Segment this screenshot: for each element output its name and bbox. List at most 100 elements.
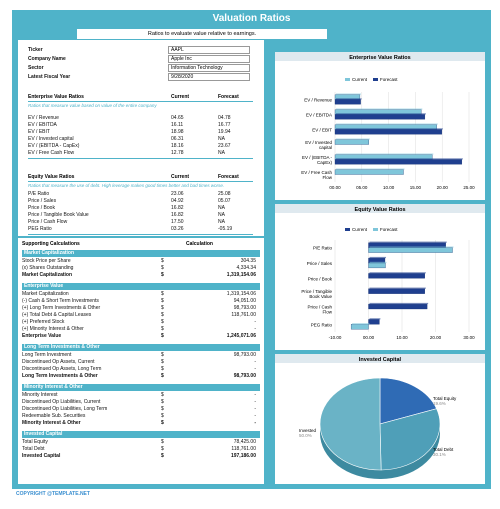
category-label: P/E Ratio	[313, 246, 333, 251]
calc-row-value: 118,761.00	[231, 312, 256, 318]
bar-top-face	[336, 153, 434, 155]
info-value-field[interactable]: AAPL	[168, 46, 250, 54]
calc-row-label: Minority Interest	[22, 392, 58, 398]
calc-currency: $	[161, 439, 164, 445]
calc-currency: $	[161, 326, 164, 332]
calc-row-label: Discontinued Op Liabilities, Long Term	[22, 406, 108, 412]
ratio-current: 17.50	[171, 219, 184, 225]
category-label: capital	[319, 145, 332, 150]
ratio-forecast: 25.08	[218, 191, 231, 197]
calc-row-value: -	[254, 399, 256, 405]
pie-percent: 30.1%	[433, 452, 446, 457]
eq-col-current: Current	[171, 174, 190, 180]
ratio-forecast: 19.94	[218, 129, 231, 135]
ratio-label: EV / EBITDA	[28, 122, 57, 128]
calc-row-value: 304.35	[240, 258, 256, 264]
pie-label: Total Debt	[433, 447, 454, 452]
category-label: EV / Revenue	[304, 98, 332, 103]
calc-col: Calculation	[186, 241, 213, 247]
ratio-forecast: NA	[218, 205, 225, 211]
calc-row-label: Discontinued Op Assets, Current	[22, 359, 95, 365]
calc-currency: $	[161, 298, 164, 304]
bar-top-face	[336, 138, 370, 140]
bar-current	[368, 319, 380, 325]
calc-row-label: (+) Total Debt & Capital Leases	[22, 312, 92, 318]
category-label: Flow	[322, 175, 332, 180]
category-label: EV / Invested	[305, 140, 332, 145]
calc-row-value: 118,761.00	[231, 446, 256, 452]
calc-section-header: Long Term Investments & Other	[22, 344, 260, 351]
calc-row-value: 98,793.00	[233, 373, 256, 379]
x-tick-label: 00.00	[329, 185, 341, 190]
category-label: Price / Book	[308, 276, 333, 281]
calc-currency: $	[161, 366, 164, 372]
info-value-field[interactable]: 9/28/2020	[168, 73, 250, 81]
legend-swatch	[345, 78, 350, 81]
eq-chart: Equity Value Ratios Current Forecast -10.00…	[275, 204, 485, 340]
ratio-label: Price / Cash Flow	[28, 219, 68, 225]
x-tick-label: 20.00	[437, 185, 449, 190]
eq-col-forecast: Forecast	[218, 174, 239, 180]
legend-label: Forecast	[380, 77, 398, 82]
calc-section-header: Market Capitalization	[22, 250, 260, 257]
category-label: CapEx)	[317, 160, 333, 165]
pie-slice	[319, 377, 382, 471]
legend-label: Forecast	[380, 227, 398, 232]
calc-row-value: 197,186.00	[230, 453, 256, 459]
category-label: EV / Free Cash	[301, 170, 332, 175]
bar-top-face	[336, 98, 362, 100]
calc-row-value: 4,334.34	[236, 265, 256, 271]
calc-row-value: -	[254, 359, 256, 365]
ratio-forecast: -05.19	[218, 226, 233, 232]
chart-title-bar	[275, 204, 485, 213]
ratio-label: P/E Ratio	[28, 191, 50, 197]
calc-currency: $	[161, 373, 164, 379]
ratio-forecast: 04.78	[218, 115, 231, 121]
eq-note: Ratios that measure the use of debt. Hig…	[28, 183, 225, 188]
bar-forecast	[334, 159, 463, 165]
ratio-label: EV / (EBITDA - CapEx)	[28, 143, 80, 149]
eq-table-title: Equity Value Ratios	[28, 174, 75, 180]
bar-current	[368, 288, 425, 294]
table-bottom-line	[28, 158, 253, 159]
calc-row-value: 98,793.00	[233, 352, 256, 358]
calc-row-value: 94,051.00	[233, 298, 256, 304]
bar-forecast	[334, 99, 361, 105]
x-tick-label: 05.00	[356, 185, 368, 190]
page-title: Valuation Ratios	[212, 13, 291, 24]
info-label: Latest Fiscal Year	[28, 74, 71, 80]
chart-title-bar	[275, 52, 485, 61]
ratio-label: Price / Book	[28, 205, 55, 211]
bar-top-face	[336, 113, 426, 115]
category-label: PEG Ratio	[311, 322, 333, 327]
ratio-label: EV / Invested capital	[28, 136, 74, 142]
ratio-current: 16.82	[171, 205, 184, 211]
info-value-field[interactable]: Apple Inc	[168, 55, 250, 63]
calc-row-label: Total Equity	[22, 439, 48, 445]
category-label: Book Value	[309, 294, 332, 299]
bar-top-face	[369, 318, 381, 320]
category-label: Flow	[322, 310, 332, 315]
bar-top-face	[336, 123, 438, 125]
info-label: Company Name	[28, 56, 66, 62]
ratio-forecast: 16.77	[218, 122, 231, 128]
bar-forecast	[334, 114, 426, 120]
calc-row-label: Discontinued Op Liabilities, Current	[22, 399, 101, 405]
ratio-current: 18.16	[171, 143, 184, 149]
calc-currency: $	[161, 392, 164, 398]
ratio-forecast: NA	[218, 219, 225, 225]
category-label: Price / Sales	[307, 261, 333, 266]
calc-currency: $	[161, 399, 164, 405]
info-value-field[interactable]: Information Technology	[168, 64, 250, 72]
calc-row-value: 98,793.00	[233, 305, 256, 311]
x-tick-label: 10.00	[383, 185, 395, 190]
calc-row-value: 1,319,154.06	[226, 291, 256, 297]
ratio-current: 23.06	[171, 191, 184, 197]
pie-label: Invested	[299, 428, 317, 433]
ev-table-title: Enterprise Value Ratios	[28, 94, 84, 100]
ratio-current: 03.26	[171, 226, 184, 232]
calc-section-header: Enterprise Value	[22, 283, 260, 290]
ratio-label: Price / Sales	[28, 198, 57, 204]
calc-row-label: Discontinued Op Assets, Long Term	[22, 366, 102, 372]
